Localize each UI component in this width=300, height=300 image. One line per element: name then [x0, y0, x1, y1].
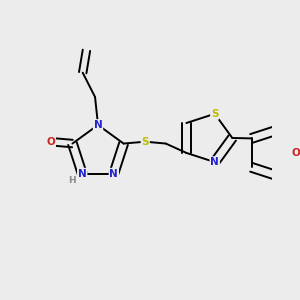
Text: N: N [210, 157, 219, 167]
Text: N: N [94, 120, 102, 130]
Text: S: S [142, 137, 149, 147]
Text: O: O [46, 137, 55, 147]
Text: N: N [78, 169, 87, 178]
Text: O: O [292, 148, 300, 158]
Text: S: S [211, 109, 218, 119]
Text: H: H [68, 176, 76, 185]
Text: N: N [110, 169, 118, 178]
